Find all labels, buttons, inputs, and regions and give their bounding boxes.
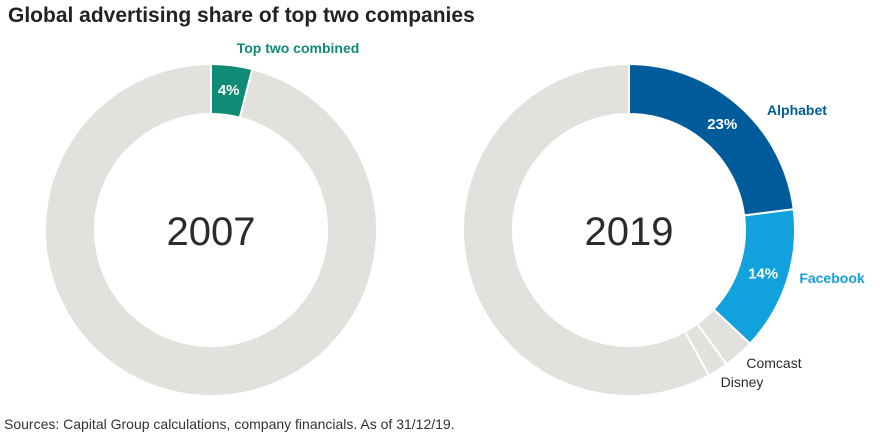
slice-value-label: 14%	[748, 266, 778, 283]
slice-name-label: Comcast	[746, 355, 801, 371]
slice-alphabet	[628, 62, 795, 217]
slice-value-label: 23%	[707, 116, 737, 133]
center-year-label: 2019	[585, 210, 674, 254]
slice-name-label: Facebook	[799, 270, 865, 286]
source-note: Sources: Capital Group calculations, com…	[4, 416, 455, 432]
slice-name-label: Disney	[721, 374, 764, 390]
slice-name-label: Top two combined	[237, 40, 360, 56]
donut-2019: 23% Alphabet 14% Facebook Comcast Disney 2019	[462, 62, 865, 397]
center-year-label: 2007	[167, 210, 256, 254]
slice-value-label: 4%	[218, 82, 240, 99]
slice-rest	[462, 62, 711, 397]
chart-title: Global advertising share of top two comp…	[8, 4, 475, 27]
slice-name-label: Alphabet	[767, 102, 827, 118]
donut-2007: 4% Top two combined 2007	[44, 40, 378, 397]
slice-rest	[44, 62, 378, 397]
